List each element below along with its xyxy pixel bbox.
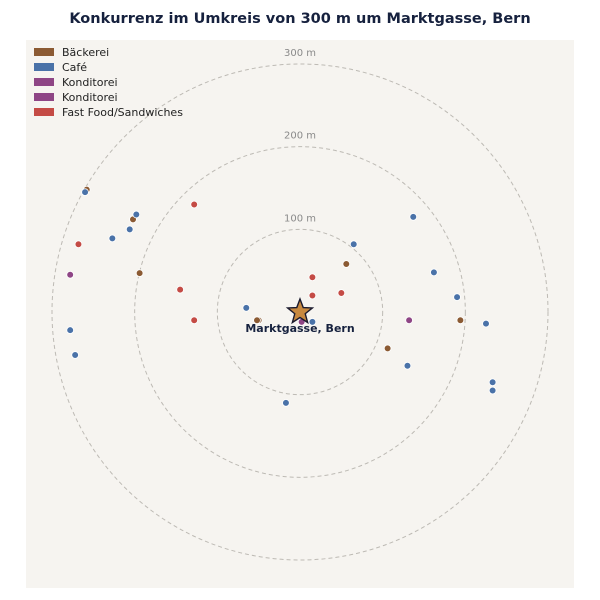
legend-label-0: Bäckerei	[62, 46, 109, 59]
poi-cafe-21[interactable]	[482, 319, 490, 328]
legend-swatch-0	[34, 48, 54, 56]
legend-swatch-3	[34, 93, 54, 101]
poi-fastfood-29[interactable]	[190, 200, 198, 209]
poi-cafe-14[interactable]	[242, 304, 251, 312]
poi-cafe-10[interactable]	[125, 225, 134, 234]
legend-swatch-1	[34, 63, 54, 71]
center-marker: Marktgasse, Bern	[245, 297, 355, 335]
ring-label-100m: 100 m	[284, 213, 316, 224]
poi-cafe-22[interactable]	[403, 361, 412, 370]
legend-label-2: Konditorei	[62, 76, 118, 89]
ring-100m	[216, 228, 384, 396]
poi-fastfood-31[interactable]	[190, 316, 198, 325]
poi-fastfood-32[interactable]	[308, 273, 317, 282]
poi-konditorei-26[interactable]	[405, 316, 413, 325]
poi-cafe-20[interactable]	[453, 293, 461, 301]
legend-label-3: Konditorei	[62, 91, 118, 104]
poi-baeckerei-5[interactable]	[342, 260, 351, 268]
poi-fastfood-34[interactable]	[337, 289, 346, 297]
poi-baeckerei-7[interactable]	[383, 344, 392, 353]
poi-cafe-17[interactable]	[349, 240, 358, 249]
legend-swatch-4	[34, 108, 54, 116]
ring-200m	[134, 146, 466, 478]
poi-cafe-11[interactable]	[108, 234, 117, 243]
poi-fastfood-30[interactable]	[176, 285, 184, 294]
poi-baeckerei-6[interactable]	[456, 316, 465, 325]
poi-cafe-19[interactable]	[430, 268, 438, 277]
poi-baeckerei-2[interactable]	[135, 269, 144, 277]
poi-baeckerei-4[interactable]	[253, 316, 261, 325]
poi-cafe-13[interactable]	[71, 351, 79, 359]
center-star-icon	[285, 297, 315, 325]
ring-label-300m: 300 m	[284, 48, 316, 59]
poi-konditorei-25[interactable]	[66, 270, 74, 279]
ring-300m	[51, 63, 549, 561]
center-label: Marktgasse, Bern	[245, 322, 354, 335]
poi-cafe-15[interactable]	[308, 318, 317, 326]
legend-swatch-2	[34, 78, 54, 86]
map-title: Konkurrenz im Umkreis von 300 m um Markt…	[69, 11, 530, 27]
distance-rings: 100 m 200 m 300 m	[51, 48, 549, 561]
poi-fastfood-33[interactable]	[308, 291, 317, 300]
poi-cafe-23[interactable]	[488, 378, 497, 387]
poi-cafe-16[interactable]	[282, 399, 290, 407]
legend-label-1: Café	[62, 61, 87, 74]
poi-cafe-24[interactable]	[488, 386, 497, 395]
legend: Bäckerei Café Konditorei Konditorei Fast Foo…	[34, 46, 183, 119]
legend-label-4: Fast Food/Sandwiches	[62, 106, 183, 119]
poi-fastfood-28[interactable]	[74, 240, 83, 249]
poi-cafe-8[interactable]	[81, 188, 89, 196]
poi-cafe-18[interactable]	[409, 213, 418, 221]
ring-label-200m: 200 m	[284, 131, 316, 142]
poi-cafe-9[interactable]	[132, 210, 141, 219]
poi-cafe-12[interactable]	[66, 326, 74, 334]
poi-points	[66, 185, 497, 407]
